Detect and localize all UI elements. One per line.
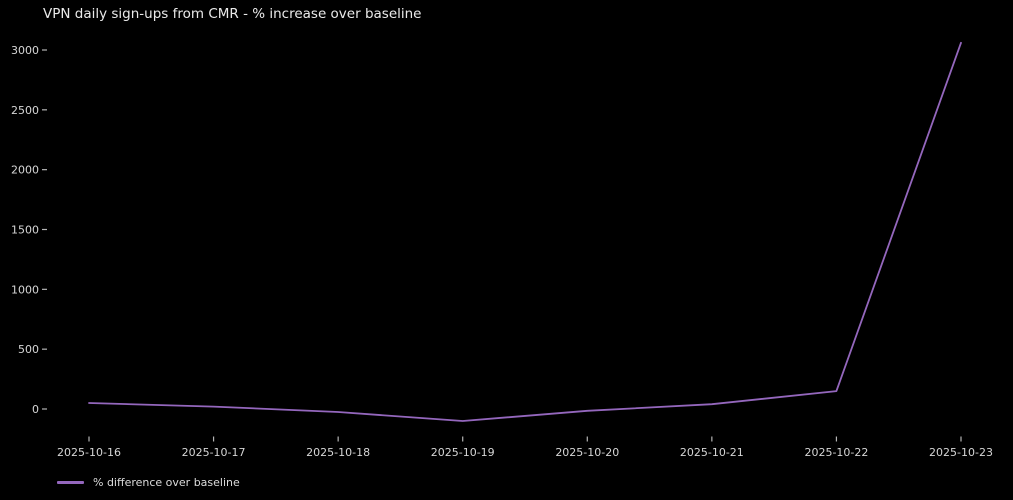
chart-title: VPN daily sign-ups from CMR - % increase… bbox=[43, 6, 422, 22]
x-tick-label: 2025-10-16 bbox=[57, 446, 121, 459]
x-tick-label: 2025-10-23 bbox=[929, 446, 993, 459]
y-tick-label: 2500 bbox=[11, 104, 39, 117]
y-tick-label: 3000 bbox=[11, 44, 39, 57]
x-tick-label: 2025-10-19 bbox=[431, 446, 495, 459]
x-tick-label: 2025-10-21 bbox=[680, 446, 744, 459]
x-tick-label: 2025-10-20 bbox=[555, 446, 619, 459]
x-tick-label: 2025-10-22 bbox=[804, 446, 868, 459]
legend: % difference over baseline bbox=[57, 476, 240, 489]
y-tick-label: 2000 bbox=[11, 164, 39, 177]
legend-line-swatch bbox=[57, 481, 84, 484]
y-tick-label: 1000 bbox=[11, 283, 39, 296]
x-tick-label: 2025-10-17 bbox=[182, 446, 246, 459]
y-tick-label: 0 bbox=[32, 403, 39, 416]
y-tick-label: 1500 bbox=[11, 224, 39, 237]
series-line bbox=[88, 41, 962, 422]
legend-label: % difference over baseline bbox=[93, 476, 240, 489]
y-tick-label: 500 bbox=[18, 343, 39, 356]
x-tick-label: 2025-10-18 bbox=[306, 446, 370, 459]
